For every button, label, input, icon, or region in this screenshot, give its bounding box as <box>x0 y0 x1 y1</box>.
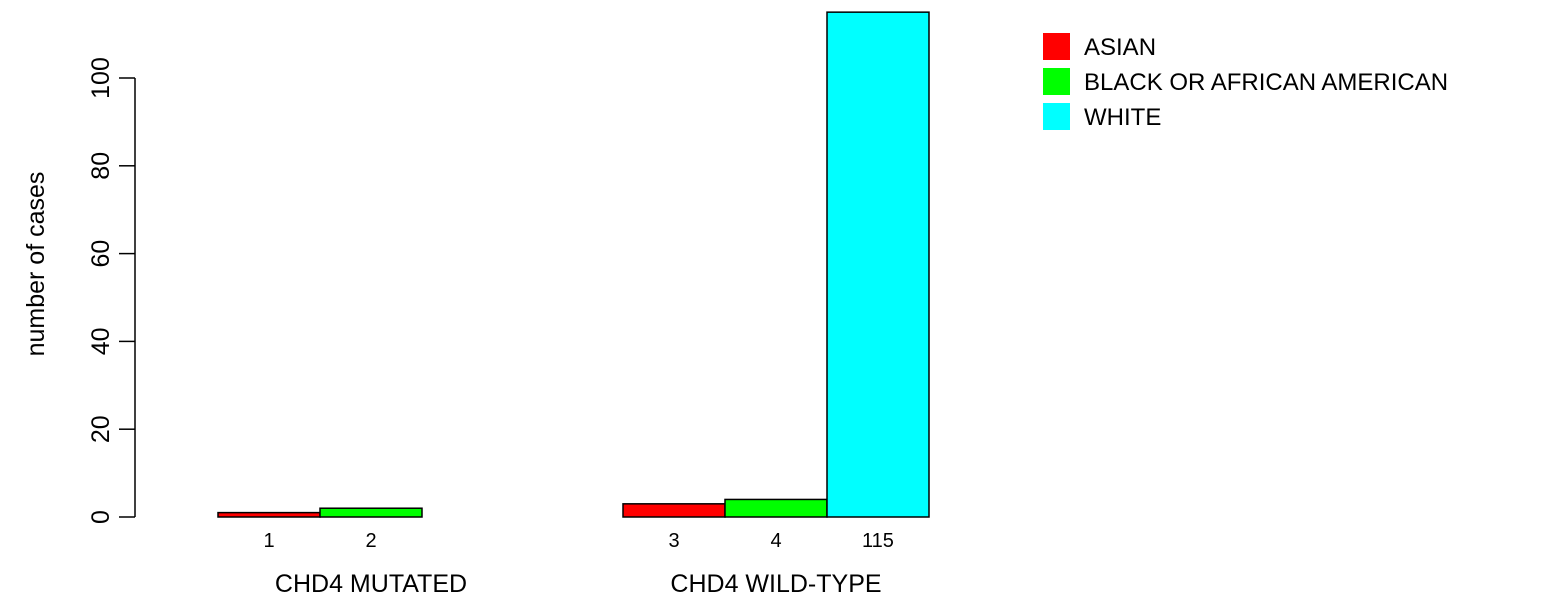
y-axis-label: number of cases <box>22 172 50 357</box>
y-tick-label: 80 <box>87 152 115 180</box>
legend-label: WHITE <box>1084 104 1161 131</box>
legend-swatch <box>1043 103 1070 130</box>
bar-value-label: 4 <box>770 530 781 552</box>
legend-swatch <box>1043 68 1070 95</box>
legend-label: BLACK OR AFRICAN AMERICAN <box>1084 69 1448 96</box>
y-tick-label: 40 <box>87 327 115 355</box>
y-axis: 0 20 40 60 80 100 <box>87 57 136 524</box>
bar-white-1 <box>826 11 930 518</box>
bar-black-or-african-american-0 <box>319 507 423 518</box>
bar-value-label: 115 <box>862 530 894 552</box>
bar-value-label: 3 <box>668 530 679 552</box>
bar-value-label: 1 <box>263 530 274 552</box>
bars <box>217 11 930 518</box>
group-labels: CHD4 MUTATED CHD4 WILD-TYPE <box>275 570 882 598</box>
y-tick-label: 0 <box>87 510 115 524</box>
group-label: CHD4 WILD-TYPE <box>670 570 881 598</box>
bar-black-or-african-american-1 <box>724 498 828 518</box>
bar-asian-1 <box>622 503 726 518</box>
y-tick-label: 20 <box>87 415 115 443</box>
bar-asian-0 <box>217 511 321 518</box>
legend: ASIAN BLACK OR AFRICAN AMERICAN WHITE <box>1043 33 1448 131</box>
bar-value-label: 2 <box>365 530 376 552</box>
y-tick-label: 100 <box>87 57 115 99</box>
bar-value-labels: 1 2 3 4 115 <box>263 530 894 552</box>
legend-label: ASIAN <box>1084 34 1156 61</box>
y-tick-label: 60 <box>87 240 115 268</box>
legend-swatch <box>1043 33 1070 60</box>
group-label: CHD4 MUTATED <box>275 570 467 598</box>
